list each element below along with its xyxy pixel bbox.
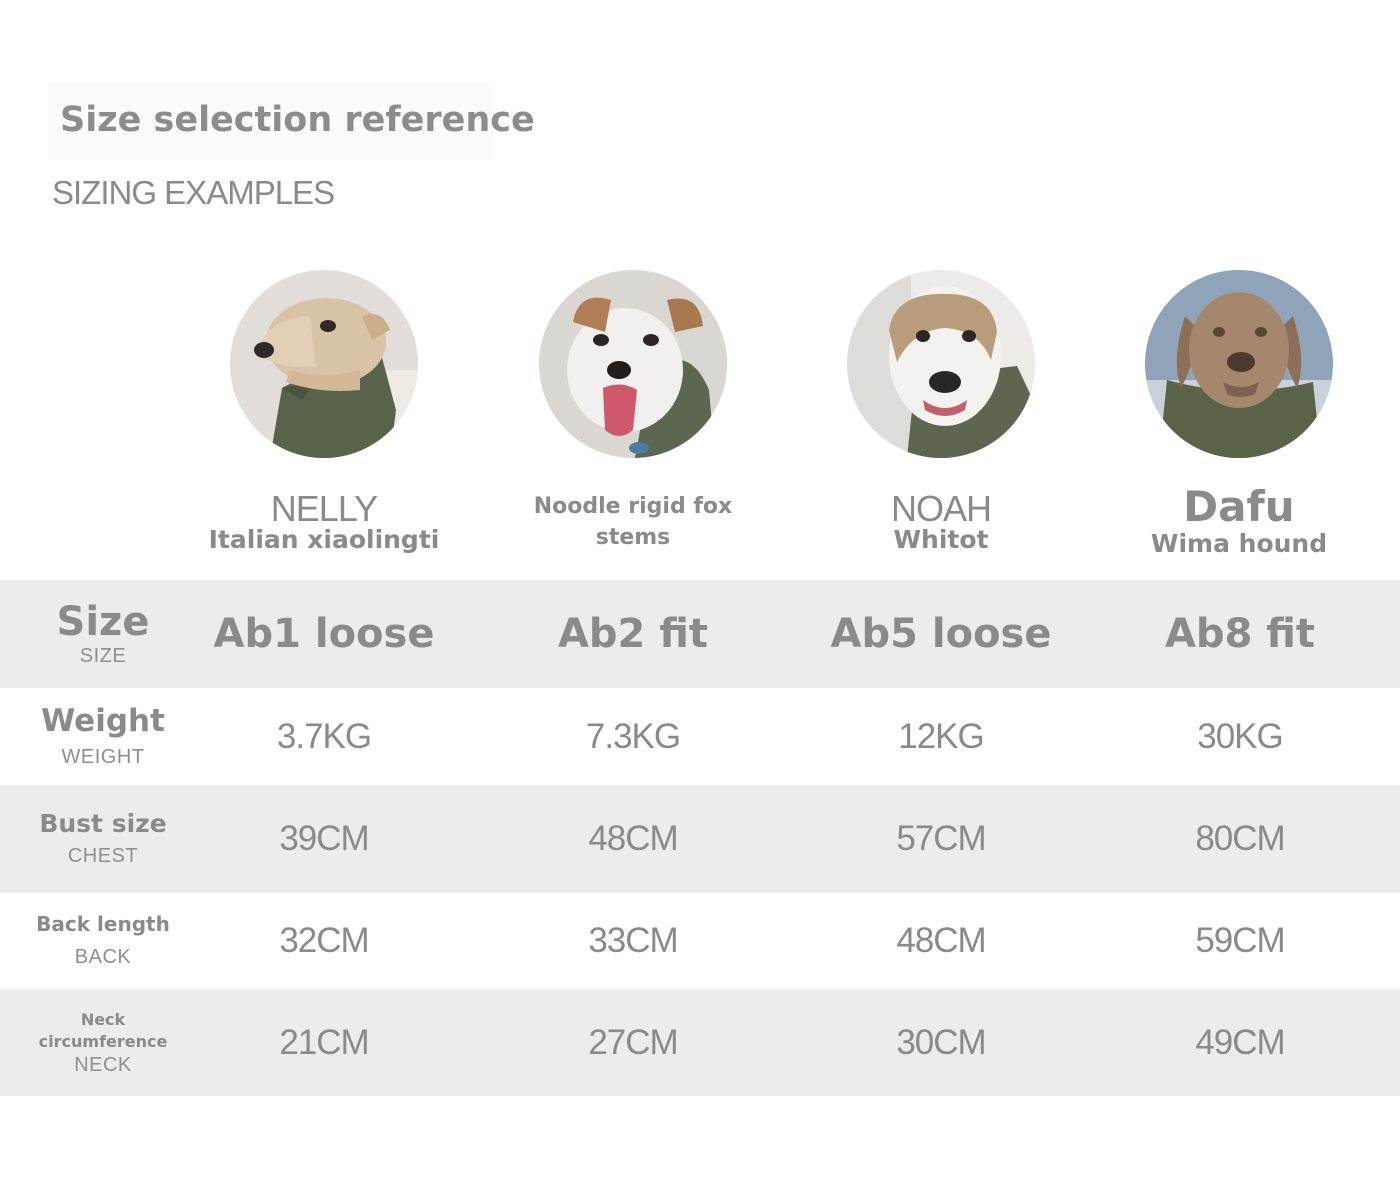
table-cell: 59CM <box>1195 921 1285 960</box>
row-label-sub: NECK <box>74 1053 132 1076</box>
table-cell: 12KG <box>898 716 985 756</box>
row-label-main: Back length <box>36 912 170 936</box>
table-cell: 49CM <box>1195 1022 1285 1062</box>
title-background <box>48 82 494 160</box>
dog-card-nelly: NELLY Italian xiaolingti <box>174 270 474 552</box>
dog-breed: Noodle rigid fox stems <box>533 494 733 550</box>
table-row-size: Size SIZE Ab1 loose Ab2 fit Ab5 loose Ab… <box>0 580 1400 688</box>
table-cell: 39CM <box>279 819 369 858</box>
table-row-neck: Neck circumference NECK 21CM 27CM 30CM 4… <box>0 989 1400 1096</box>
weimaraner-photo <box>1145 270 1333 458</box>
row-label-sub: CHEST <box>67 844 139 867</box>
row-label: Back length BACK <box>8 893 198 989</box>
page-title: Size selection reference <box>60 100 535 140</box>
table-cell: 48CM <box>588 819 678 858</box>
table-cell: 33CM <box>588 921 678 960</box>
dog-breed: Whitot <box>893 525 989 554</box>
row-label: Weight WEIGHT <box>8 688 198 785</box>
dog-card-dafu: Dafu Wima hound <box>1089 270 1389 556</box>
page-subtitle: SIZING EXAMPLES <box>52 174 335 211</box>
whippet-photo <box>847 270 1035 458</box>
row-label-main: Bust size <box>39 809 167 839</box>
row-label: Neck circumference NECK <box>8 989 198 1096</box>
table-cell: 27CM <box>588 1022 678 1062</box>
table-cell: 80CM <box>1195 819 1285 858</box>
dog-breed: Wima hound <box>1150 529 1328 558</box>
row-label: Size SIZE <box>8 580 198 688</box>
row-label-main: Neck circumference <box>38 1009 168 1051</box>
dog-name: NELLY <box>270 488 378 529</box>
row-label-main: Size <box>56 599 150 645</box>
row-label-sub: WEIGHT <box>61 745 145 768</box>
table-cell: 3.7KG <box>276 716 372 756</box>
row-label-main: Weight <box>41 703 165 740</box>
table-cell: 7.3KG <box>585 716 681 756</box>
table-cell: 21CM <box>279 1022 369 1062</box>
wire-fox-terrier-photo <box>539 270 727 458</box>
row-label-sub: SIZE <box>79 645 127 667</box>
table-row-back: Back length BACK 32CM 33CM 48CM 59CM <box>0 893 1400 989</box>
dog-breed: Italian xiaolingti <box>208 525 440 554</box>
table-row-weight: Weight WEIGHT 3.7KG 7.3KG 12KG 30KG <box>0 688 1400 785</box>
table-cell: 48CM <box>896 921 986 960</box>
table-cell: Ab8 fit <box>1164 611 1316 657</box>
table-row-chest: Bust size CHEST 39CM 48CM 57CM 80CM <box>0 785 1400 893</box>
dog-name: NOAH <box>890 488 992 529</box>
table-cell: 32CM <box>279 921 369 960</box>
dog-name: Dafu <box>1183 482 1295 531</box>
table-cell: Ab1 loose <box>213 611 435 657</box>
row-label-sub: BACK <box>74 946 132 968</box>
dog-card-noah: NOAH Whitot <box>791 270 1091 552</box>
table-cell: 30CM <box>896 1022 986 1062</box>
italian-greyhound-photo <box>230 270 418 458</box>
table-cell: 57CM <box>896 819 986 858</box>
table-cell: 30KG <box>1197 716 1284 756</box>
table-cell: Ab5 loose <box>830 611 1052 657</box>
table-cell: Ab2 fit <box>557 611 709 657</box>
row-label: Bust size CHEST <box>8 785 198 893</box>
dog-card-terrier: Noodle rigid fox stems <box>483 270 783 553</box>
